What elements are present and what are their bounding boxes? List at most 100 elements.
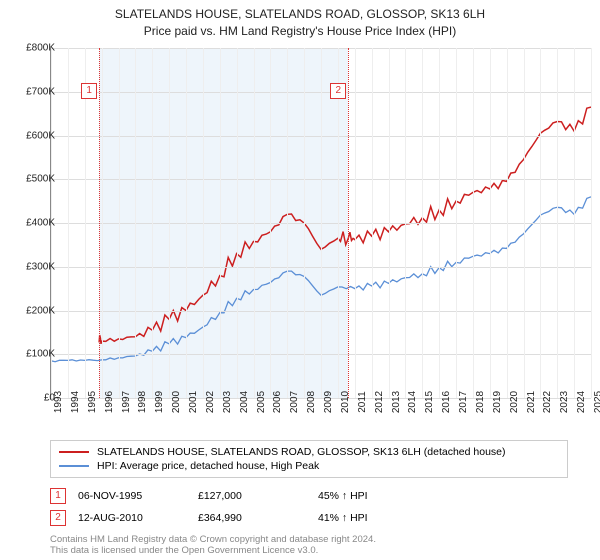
footer: Contains HM Land Registry data © Crown c… (50, 534, 376, 557)
legend-swatch-1 (59, 465, 89, 467)
legend-row-0: SLATELANDS HOUSE, SLATELANDS ROAD, GLOSS… (59, 445, 559, 459)
y-tick-label: £200K (26, 305, 55, 316)
x-tick-label: 2006 (272, 391, 283, 413)
x-tick-label: 2008 (306, 391, 317, 413)
grid-v (389, 48, 390, 398)
sale-price-0: £127,000 (198, 490, 318, 502)
grid-v (456, 48, 457, 398)
x-tick-label: 1996 (104, 391, 115, 413)
x-tick-label: 2016 (441, 391, 452, 413)
title-block: SLATELANDS HOUSE, SLATELANDS ROAD, GLOSS… (0, 0, 600, 40)
grid-v (186, 48, 187, 398)
grid-v (507, 48, 508, 398)
grid-v (405, 48, 406, 398)
x-tick-label: 1999 (154, 391, 165, 413)
x-tick-label: 2017 (458, 391, 469, 413)
sale-badge-0: 1 (50, 488, 66, 504)
x-tick-label: 2020 (509, 391, 520, 413)
x-tick-label: 2022 (542, 391, 553, 413)
footer-line-1: Contains HM Land Registry data © Crown c… (50, 534, 376, 545)
grid-v (524, 48, 525, 398)
marker-badge-2: 2 (330, 83, 346, 99)
grid-v (102, 48, 103, 398)
y-tick-label: £300K (26, 261, 55, 272)
x-tick-label: 1993 (53, 391, 64, 413)
sale-row-1: 2 12-AUG-2010 £364,990 41% ↑ HPI (50, 510, 368, 526)
x-tick-label: 2025 (593, 391, 600, 413)
footer-line-2: This data is licensed under the Open Gov… (50, 545, 376, 556)
grid-v (422, 48, 423, 398)
grid-v (169, 48, 170, 398)
grid-v (372, 48, 373, 398)
legend-box: SLATELANDS HOUSE, SLATELANDS ROAD, GLOSS… (50, 440, 568, 478)
series-property (99, 107, 591, 344)
grid-v (557, 48, 558, 398)
grid-v (321, 48, 322, 398)
grid-v (119, 48, 120, 398)
grid-v (540, 48, 541, 398)
x-tick-label: 2001 (188, 391, 199, 413)
y-tick-label: £700K (26, 86, 55, 97)
sale-date-0: 06-NOV-1995 (78, 490, 198, 502)
grid-v (237, 48, 238, 398)
grid-v (220, 48, 221, 398)
x-tick-label: 1995 (87, 391, 98, 413)
x-tick-label: 2018 (475, 391, 486, 413)
chart-container: SLATELANDS HOUSE, SLATELANDS ROAD, GLOSS… (0, 0, 600, 560)
grid-v (85, 48, 86, 398)
y-tick-label: £400K (26, 218, 55, 229)
y-tick-label: £800K (26, 43, 55, 54)
x-tick-label: 2007 (289, 391, 300, 413)
legend-label-1: HPI: Average price, detached house, High… (97, 460, 319, 472)
chart-area: 12 (50, 48, 591, 399)
x-tick-label: 1994 (70, 391, 81, 413)
grid-v (591, 48, 592, 398)
x-tick-label: 2003 (222, 391, 233, 413)
x-tick-label: 2024 (576, 391, 587, 413)
x-tick-label: 2015 (424, 391, 435, 413)
sale-date-1: 12-AUG-2010 (78, 512, 198, 524)
grid-v (152, 48, 153, 398)
grid-v (355, 48, 356, 398)
x-tick-label: 2009 (323, 391, 334, 413)
y-tick-label: £600K (26, 130, 55, 141)
y-tick-label: £100K (26, 349, 55, 360)
x-tick-label: 2004 (239, 391, 250, 413)
grid-v (135, 48, 136, 398)
x-tick-label: 2010 (340, 391, 351, 413)
y-tick-label: £500K (26, 174, 55, 185)
legend-row-1: HPI: Average price, detached house, High… (59, 459, 559, 473)
legend-label-0: SLATELANDS HOUSE, SLATELANDS ROAD, GLOSS… (97, 446, 506, 458)
grid-v (338, 48, 339, 398)
x-tick-label: 2023 (559, 391, 570, 413)
grid-v (574, 48, 575, 398)
x-tick-label: 1997 (121, 391, 132, 413)
sale-price-1: £364,990 (198, 512, 318, 524)
x-tick-label: 1998 (137, 391, 148, 413)
grid-v (203, 48, 204, 398)
title-line-1: SLATELANDS HOUSE, SLATELANDS ROAD, GLOSS… (0, 6, 600, 23)
grid-v (304, 48, 305, 398)
x-tick-label: 2011 (357, 391, 368, 413)
sale-badge-1: 2 (50, 510, 66, 526)
grid-v (68, 48, 69, 398)
title-line-2: Price paid vs. HM Land Registry's House … (0, 23, 600, 40)
x-tick-label: 2005 (256, 391, 267, 413)
grid-v (490, 48, 491, 398)
x-tick-label: 2021 (526, 391, 537, 413)
marker-line-1 (99, 48, 100, 398)
grid-v (254, 48, 255, 398)
x-tick-label: 2014 (407, 391, 418, 413)
sale-vs-hpi-1: 41% ↑ HPI (318, 512, 368, 524)
sale-vs-hpi-0: 45% ↑ HPI (318, 490, 368, 502)
grid-v (439, 48, 440, 398)
legend-swatch-0 (59, 451, 89, 453)
x-tick-label: 2013 (391, 391, 402, 413)
x-tick-label: 2002 (205, 391, 216, 413)
x-tick-label: 2000 (171, 391, 182, 413)
sale-row-0: 1 06-NOV-1995 £127,000 45% ↑ HPI (50, 488, 368, 504)
marker-line-2 (348, 48, 349, 398)
x-tick-label: 2019 (492, 391, 503, 413)
grid-v (287, 48, 288, 398)
x-tick-label: 2012 (374, 391, 385, 413)
